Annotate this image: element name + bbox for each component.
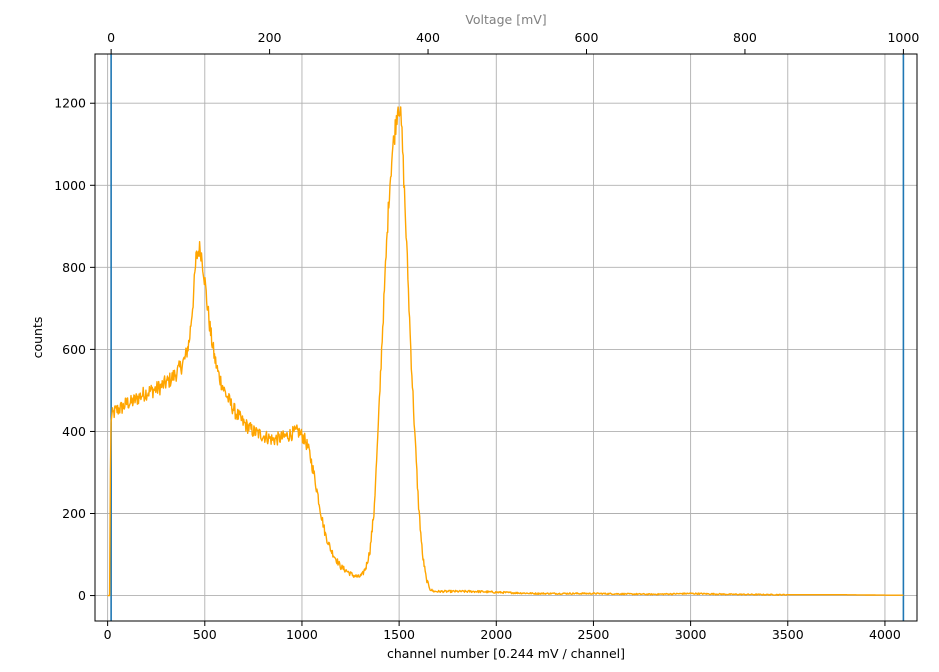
y-tick-label: 1000 <box>54 178 86 193</box>
x-tick-label: 3500 <box>772 627 804 642</box>
x-tick-label: 3000 <box>675 627 707 642</box>
plot-frame <box>94 53 918 622</box>
x-tick-label: 500 <box>193 627 217 642</box>
x-axis-label: channel number [0.244 mV / channel] <box>387 646 625 661</box>
series-line <box>107 106 904 597</box>
top-tick-label: 600 <box>575 30 599 45</box>
x-tick-label: 1500 <box>383 627 415 642</box>
x-tick-label: 0 <box>104 627 112 642</box>
y-tick-label: 400 <box>62 424 86 439</box>
top-tick-label: 200 <box>258 30 282 45</box>
top-tick-label: 400 <box>416 30 440 45</box>
y-tick-label: 600 <box>62 342 86 357</box>
boundary-lines <box>110 54 905 621</box>
y-tick-label: 800 <box>62 260 86 275</box>
y-tick-label: 1200 <box>54 96 86 111</box>
top-tick-label: 0 <box>107 30 115 45</box>
grid <box>95 54 917 621</box>
x-tick-label: 2500 <box>578 627 610 642</box>
y-axis-label: counts <box>30 317 45 359</box>
axis-ticks: 0 500 1000 1500 2000 2500 3000 3500 400002004006… <box>54 30 919 642</box>
top-axis-label: Voltage [mV] <box>465 12 546 27</box>
x-tick-label: 2000 <box>480 627 512 642</box>
top-tick-label: 1000 <box>887 30 919 45</box>
x-tick-label: 4000 <box>869 627 901 642</box>
x-tick-label: 1000 <box>286 627 318 642</box>
series-layer <box>107 106 904 597</box>
y-tick-label: 200 <box>62 506 86 521</box>
y-tick-label: 0 <box>78 588 86 603</box>
top-tick-label: 800 <box>733 30 757 45</box>
